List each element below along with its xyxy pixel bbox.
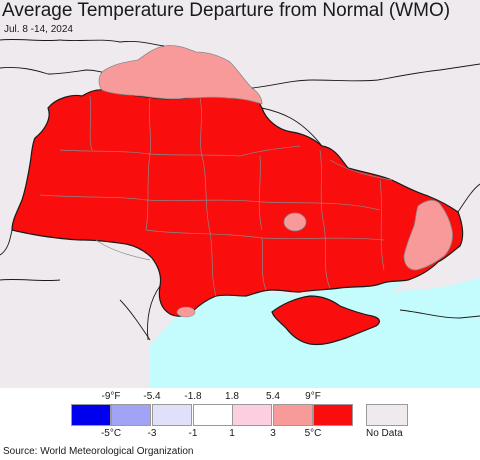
c-tick-label: -5°C	[100, 428, 122, 439]
f-tick-label: 1.8	[225, 391, 239, 402]
c-tick-label: -1	[188, 428, 198, 439]
source-credit: Source: World Meteorological Organizatio…	[3, 446, 194, 457]
map: Average Temperature Departure from Norma…	[0, 0, 480, 390]
f-tick-label: -9°F	[101, 391, 121, 402]
f-tick-label: 9°F	[305, 391, 321, 402]
f-tick-label: 5.4	[266, 391, 280, 402]
f-tick-label: -5.4	[143, 391, 161, 402]
map-title: Average Temperature Departure from Norma…	[2, 0, 451, 21]
legend-swatch	[152, 404, 192, 426]
legend-swatch	[111, 404, 151, 426]
oblast-boundaries	[39, 95, 393, 297]
legend-swatch	[273, 404, 313, 426]
c-tick-label: -3	[147, 428, 157, 439]
no-data-label: No Data	[366, 428, 403, 439]
legend-swatch	[232, 404, 272, 426]
c-tick-label: 1	[229, 428, 235, 439]
legend-swatch	[193, 404, 233, 426]
map-canvas	[0, 0, 480, 390]
c-tick-label: 5°C	[304, 428, 322, 439]
f-tick-label: -1.8	[184, 391, 202, 402]
east-anomaly-pink	[403, 200, 453, 271]
country-borders	[0, 38, 480, 341]
south-anomaly-pink	[176, 306, 196, 318]
legend: -9°F -5.4 -1.8 1.8 5.4 9°F -5°C -3 -1 1 …	[0, 388, 480, 460]
legend-swatch	[313, 404, 353, 426]
north-anomaly-pink	[98, 45, 263, 105]
date-range: Jul. 8 -14, 2024	[4, 24, 73, 35]
no-data-swatch	[366, 404, 408, 426]
c-tick-label: 3	[270, 428, 276, 439]
central-anomaly-pink	[283, 212, 307, 232]
legend-swatch	[71, 404, 111, 426]
crimea	[271, 295, 381, 346]
